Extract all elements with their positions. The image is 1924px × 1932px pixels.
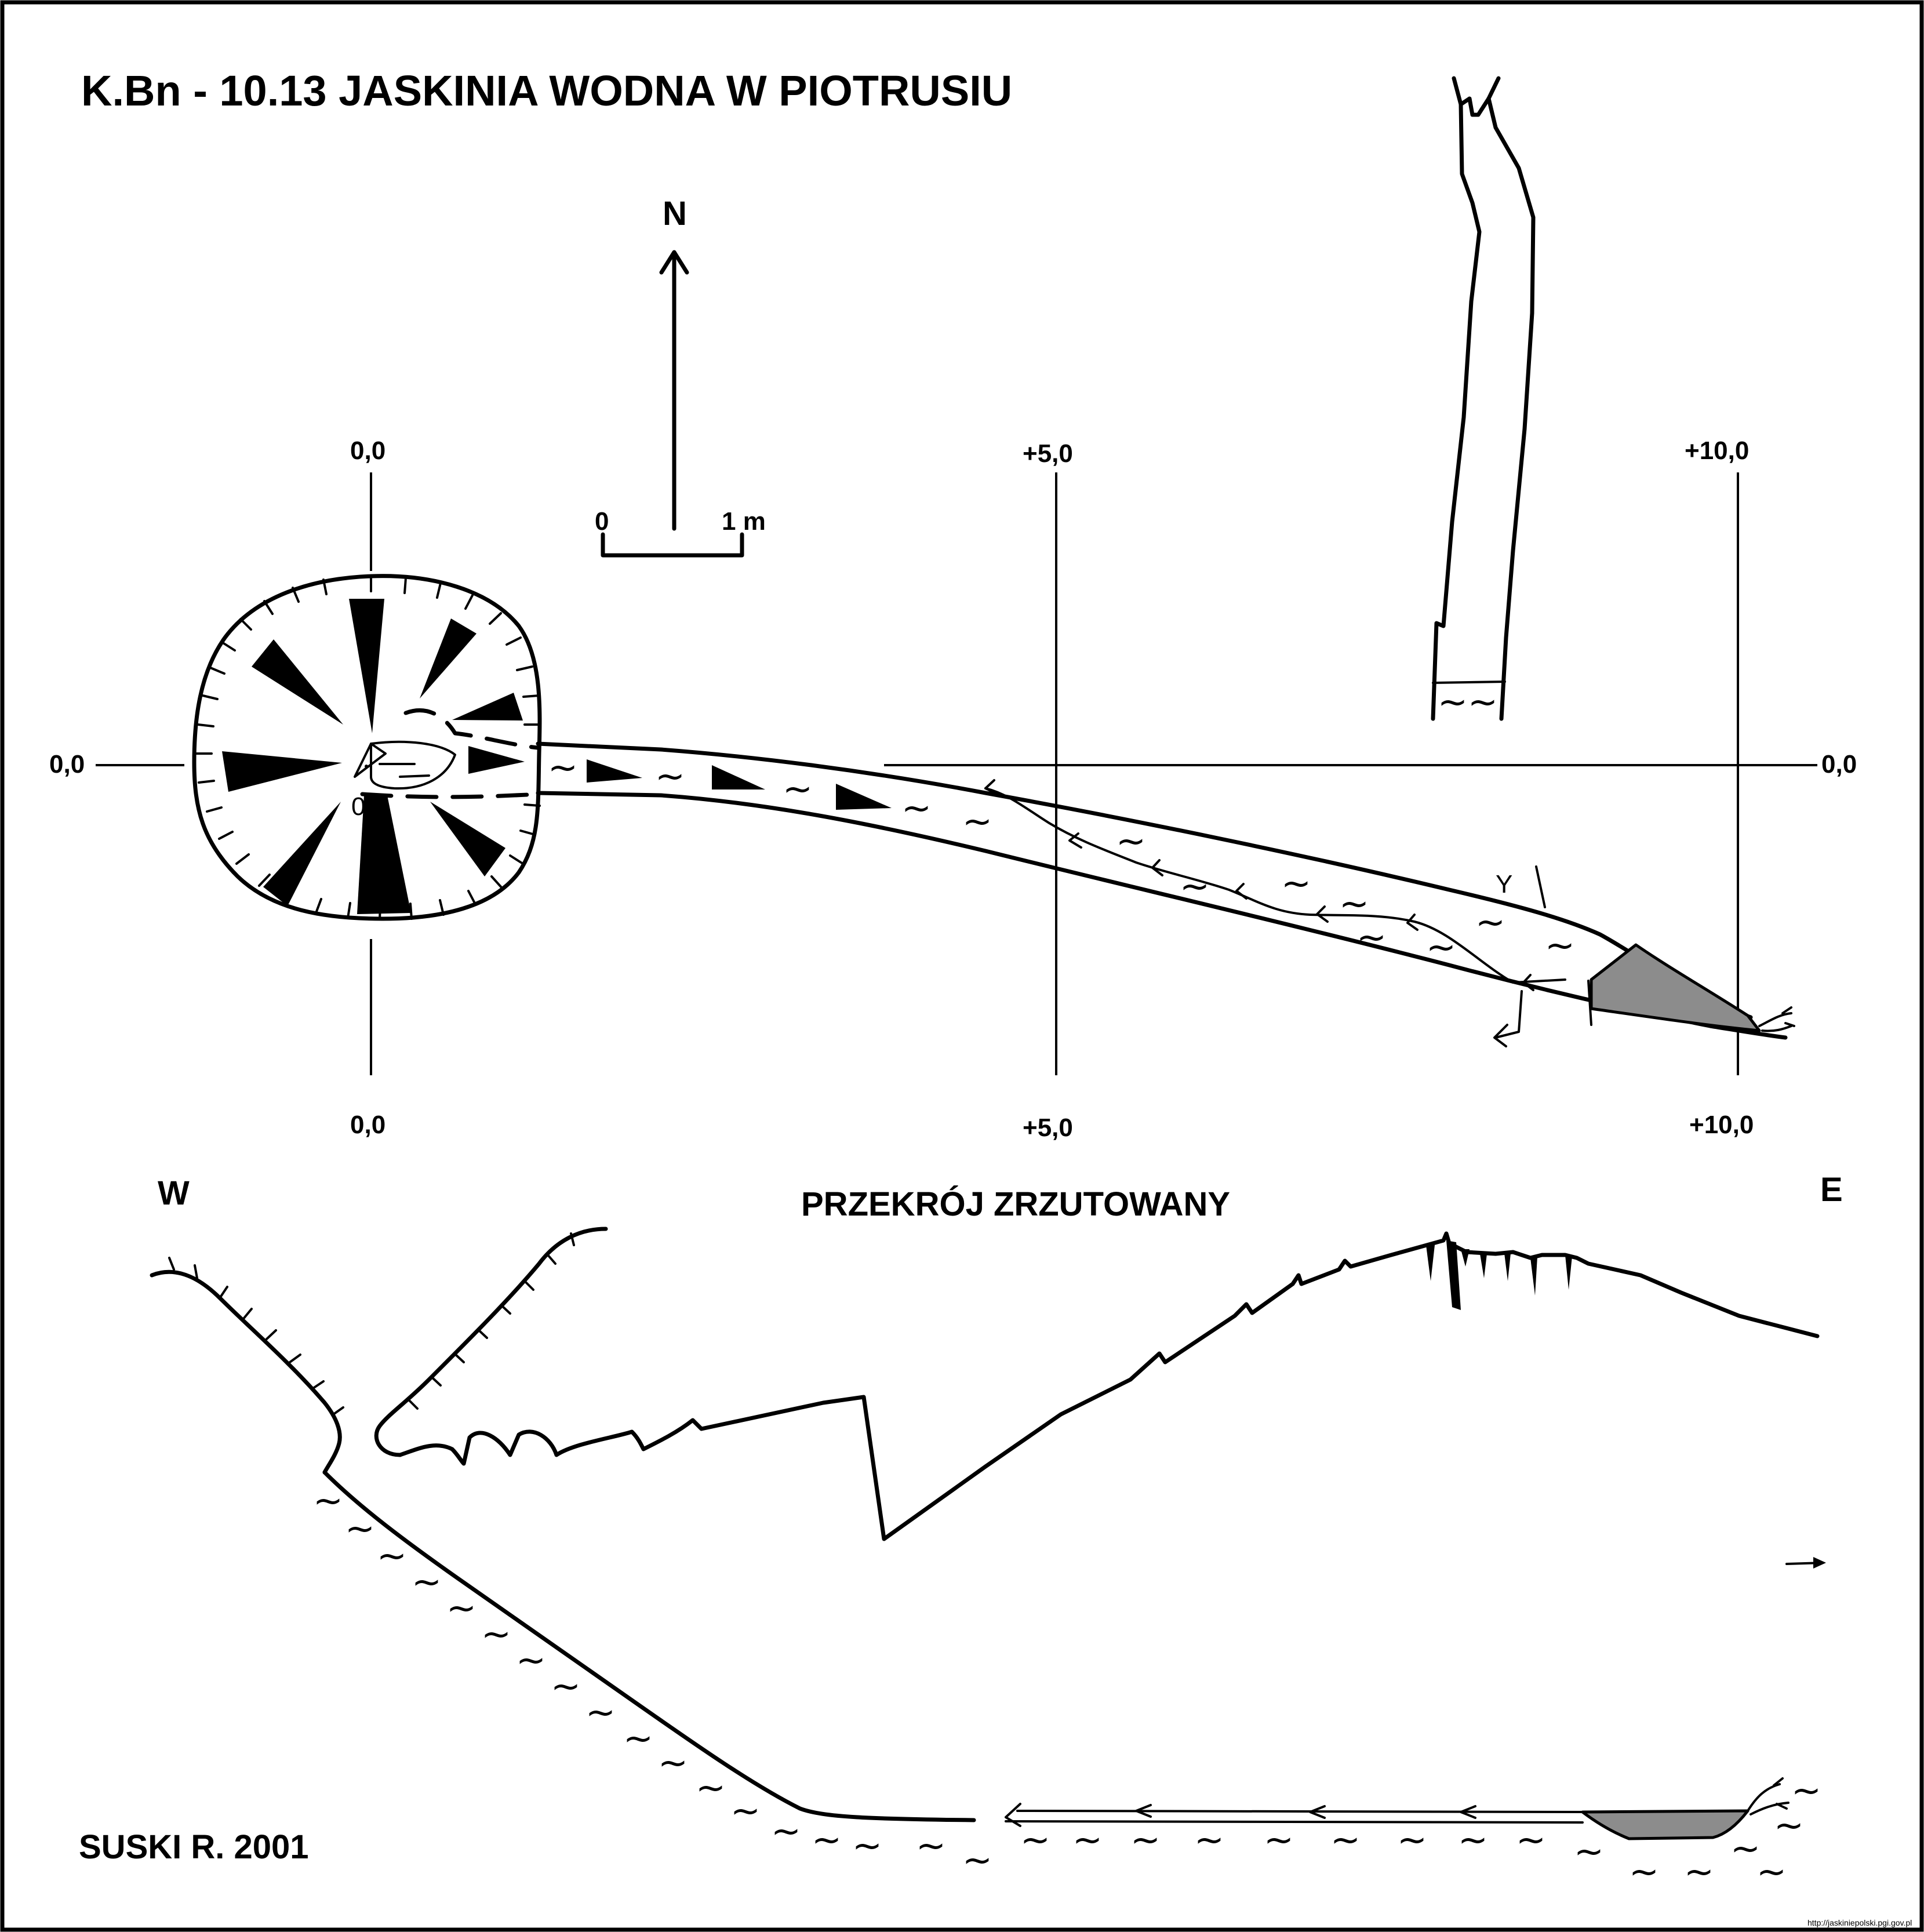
passage-water: ~ ~ ~ ~ ~ ~ ~ ~ ~ ~ ~ ~ ~ [548,746,1575,968]
scale-end-label: 1 m [722,507,766,536]
grid-top-label-10: +10,0 [1685,436,1749,465]
svg-text:~: ~ [481,1613,511,1655]
svg-text:~: ~ [783,767,813,810]
svg-text:~: ~ [962,1839,992,1881]
scale-start-label: 0 [595,507,609,536]
grid-right-label: 0,0 [1821,750,1857,778]
svg-text:~: ~ [1684,1850,1714,1893]
section-line [1493,865,1546,1047]
svg-text:~: ~ [1356,916,1387,958]
map-title: K.Bn - 10.13 JASKINIA WODNA W PIOTRUSIU [81,67,1012,115]
grid-bottom-label-10: +10,0 [1689,1111,1754,1139]
north-arrow [659,250,689,531]
svg-text:~: ~ [1774,1804,1804,1846]
shaft-outline [192,574,542,921]
profile-water: ~ ~ ~ ~ ~ ~ ~ ~ ~ ~ ~ ~ ~ ~ ~ ~ ~ ~ ~ ~ … [313,1479,1821,1893]
svg-text:~: ~ [1756,1850,1787,1893]
svg-text:~: ~ [1791,1769,1821,1811]
grid-top-label-0: 0,0 [350,436,385,465]
section-mark: Y [1496,870,1512,898]
grid-bottom-label-0: 0,0 [350,1111,385,1139]
svg-text:~: ~ [916,1824,946,1866]
svg-text:~: ~ [1730,1827,1761,1869]
dashed-dripline [360,708,540,799]
source-url: http://jaskiniepolski.pgi.gov.pl [1807,1918,1912,1927]
svg-text:~: ~ [696,1766,726,1809]
svg-text:~~: ~~ [1438,681,1498,723]
svg-text:~: ~ [548,746,578,788]
svg-text:~: ~ [585,1691,616,1733]
north-label: N [663,195,687,232]
profile-title: PRZEKRÓJ ZRZUTOWANY [801,1185,1230,1223]
east-label: E [1820,1171,1843,1209]
svg-text:~: ~ [1339,882,1369,925]
sump-plan [1590,943,1795,1032]
svg-text:~: ~ [1545,924,1575,966]
svg-text:~: ~ [1072,1818,1103,1861]
svg-text:~: ~ [1130,1818,1161,1861]
shaft-pool [354,740,456,790]
svg-text:~: ~ [1330,1818,1361,1861]
svg-text:~: ~ [412,1560,442,1603]
svg-text:~: ~ [377,1534,407,1577]
svg-text:~: ~ [1020,1818,1050,1861]
svg-text:~: ~ [771,1810,801,1852]
scale-bar [601,532,744,558]
grid-bottom-label-5: +5,0 [1023,1114,1073,1142]
svg-text:~: ~ [1264,1818,1294,1861]
svg-text:~: ~ [313,1479,343,1522]
vertical-cross-section: ~~ [1431,76,1536,723]
svg-text:~: ~ [812,1818,842,1861]
svg-text:~: ~ [446,1587,477,1629]
svg-text:~: ~ [345,1507,375,1549]
svg-text:~: ~ [901,787,932,829]
svg-text:~: ~ [1475,901,1505,943]
svg-text:~: ~ [1574,1830,1604,1872]
profile-section [150,1227,1826,1840]
passage-triangles [587,759,892,810]
svg-text:~: ~ [1116,820,1146,862]
author-credit: SUSKI R. 2001 [79,1828,309,1866]
west-label: W [158,1174,190,1212]
svg-text:~: ~ [516,1639,546,1681]
svg-text:~: ~ [1458,1818,1488,1861]
svg-text:~: ~ [730,1789,761,1832]
svg-text:~: ~ [1397,1818,1427,1861]
svg-text:~: ~ [658,1741,688,1784]
grid-top-label-5: +5,0 [1023,439,1073,468]
svg-text:~: ~ [1516,1818,1546,1861]
svg-text:~: ~ [1180,865,1210,907]
slope-triangles [222,599,525,914]
svg-text:~: ~ [852,1824,882,1866]
svg-text:~: ~ [1629,1850,1659,1893]
svg-text:~: ~ [962,800,992,842]
grid-axes [96,472,1817,1075]
svg-text:~: ~ [623,1717,653,1759]
svg-text:~: ~ [655,755,685,797]
svg-text:~: ~ [1194,1818,1224,1861]
depth-label: 0,7 [351,792,387,821]
svg-text:~: ~ [551,1665,581,1707]
grid-left-label: 0,0 [49,750,85,778]
svg-text:~: ~ [1281,862,1311,904]
